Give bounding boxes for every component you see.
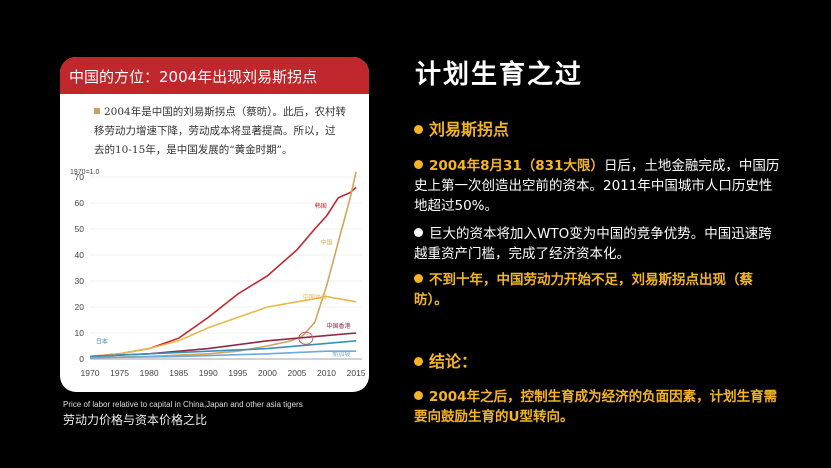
bullet-wto: 巨大的资本将加入WTO变为中国的竞争优势。中国迅速跨越重资产门槛，完成了经济资本…: [414, 224, 784, 264]
note-line: 去的10-15年，是中国发展的“黄金时期”。: [94, 144, 293, 156]
x-tick-label: 1995: [228, 368, 247, 378]
chart-caption-chinese: 劳动力价格与资本价格之比: [63, 413, 208, 427]
series-line: [89, 340, 357, 358]
x-tick-label: 1975: [110, 368, 129, 378]
series-line: [89, 350, 357, 359]
series-line: [89, 186, 357, 358]
series-label: 中国香港: [327, 322, 351, 330]
bullet-text: 巨大的资本将加入WTO变为中国的竞争优势。中国迅速跨越重资产门槛，完成了经济资本…: [414, 226, 772, 262]
annotation-circle: [298, 331, 314, 345]
bullet-dot-icon: [414, 391, 423, 400]
x-tick-label: 2010: [317, 368, 336, 378]
y-tick-label: 0: [79, 354, 84, 364]
y-axis-note: 1970=1.0: [70, 169, 99, 176]
y-tick-label: 50: [75, 224, 85, 234]
y-tick-label: 20: [75, 302, 85, 312]
series-label: 中国台湾: [303, 293, 327, 301]
y-tick-label: 30: [75, 276, 85, 286]
x-tick-label: 2000: [258, 368, 277, 378]
square-icon: [94, 108, 100, 114]
series-label: 日本: [96, 337, 108, 345]
bullet-dot-icon: [414, 357, 423, 366]
bullet-text: 不到十年，中国劳动力开始不足，刘易斯拐点出现（蔡昉）。: [414, 272, 753, 308]
bullet-dot-icon: [414, 274, 423, 283]
bullet-2004: 2004年8月31（831大限）日后，土地金融完成，中国历史上第一次创造出空前的…: [414, 156, 784, 216]
x-tick-label: 1985: [169, 368, 188, 378]
series-label: 韩国: [315, 202, 327, 210]
section-heading-conclusion: 结论：: [414, 352, 784, 373]
note-line: 2004年是中国的刘易斯拐点（蔡昉）。此后，农村转: [94, 103, 359, 122]
y-tick-label: 70: [75, 172, 85, 182]
x-tick-label: 2015: [347, 368, 366, 378]
bullet-conclusion: 2004年之后，控制生育成为经济的负面因素，计划生育需要向鼓励生育的U型转向。: [414, 387, 784, 427]
chart-card: 中国的方位：2004年出现刘易斯拐点 2004年是中国的刘易斯拐点（蔡昉）。此后…: [60, 57, 369, 392]
x-tick-label: 2005: [287, 368, 306, 378]
bullet-text: 2004年之后，控制生育成为经济的负面因素，计划生育需要向鼓励生育的U型转向。: [414, 389, 778, 425]
x-tick-label: 1990: [199, 368, 218, 378]
y-tick-label: 10: [75, 328, 85, 338]
series-line: [89, 295, 357, 358]
series-label: 中国: [321, 239, 333, 247]
x-tick-label: 1980: [140, 368, 159, 378]
x-tick-label: 1970: [81, 368, 100, 378]
card-header: 中国的方位：2004年出现刘易斯拐点: [60, 57, 369, 94]
bullet-bold-text: 2004年8月31（831大限）: [429, 158, 604, 174]
series-line: [89, 171, 357, 359]
bullet-labor-shortage: 不到十年，中国劳动力开始不足，刘易斯拐点出现（蔡昉）。: [414, 270, 784, 310]
bullet-dot-icon: [414, 125, 423, 134]
bullet-dot-icon: [414, 228, 423, 237]
note-line: 移劳动力增速下降，劳动成本将显著提高。所以，过: [94, 125, 336, 137]
y-tick-label: 60: [75, 198, 85, 208]
bullet-dot-icon: [414, 160, 423, 169]
slide-title: 计划生育之过: [415, 60, 584, 90]
y-tick-label: 40: [75, 250, 85, 260]
section-heading-lewis: 刘易斯拐点: [414, 120, 784, 141]
chart-note: 2004年是中国的刘易斯拐点（蔡昉）。此后，农村转 移劳动力增速下降，劳动成本将…: [94, 103, 359, 160]
bullet-text: 日后，土地金融完成，中国历史上第一次创造出空前的资本。2011年中国城市人口历史…: [414, 158, 780, 214]
series-label: 新加坡: [332, 350, 350, 358]
card-title: 中国的方位：2004年出现刘易斯拐点: [69, 68, 318, 86]
chart-caption-english: Price of labor relative to capital in Ch…: [63, 400, 303, 409]
